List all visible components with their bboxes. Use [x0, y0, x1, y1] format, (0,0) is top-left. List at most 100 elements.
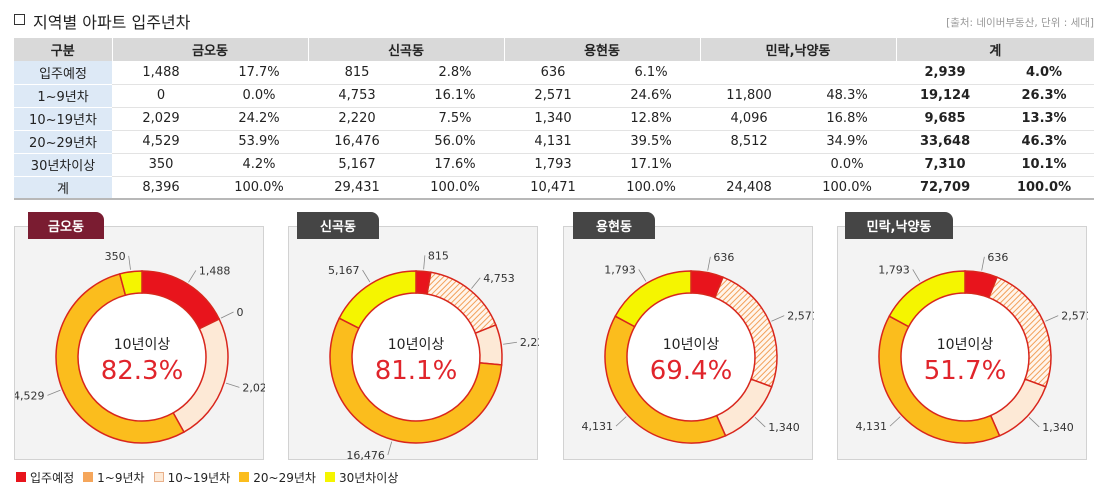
center-label: 10년이상 [114, 337, 171, 353]
table-cell: 100.0% [406, 176, 505, 200]
table-header-row: 구분 금오동 신곡동 용현동 민락,낙양동 계 [14, 38, 1095, 61]
legend-swatch [324, 472, 335, 482]
donut-chart: 10년이상 82.3% 1,488 0 2,029 4,529 350 [15, 250, 265, 444]
donut-hole [353, 294, 479, 420]
data-label: 1,340 [1042, 421, 1074, 434]
leader-line [47, 389, 61, 396]
table-cell: 13.3% [994, 107, 1095, 131]
table-cell: 34.9% [798, 130, 897, 154]
table-cell: 815 [308, 61, 407, 85]
table-cell: 12.8% [602, 107, 701, 131]
leader-line [220, 311, 234, 319]
data-label: 16,476 [346, 449, 385, 461]
donut-segment-4 [614, 270, 692, 328]
leader-line [638, 269, 647, 282]
leader-line [771, 315, 785, 322]
legend-swatch [153, 472, 164, 482]
table-cell: 6.1% [602, 61, 701, 85]
table-cell: 0.0% [798, 153, 897, 177]
leader-line [1028, 417, 1040, 428]
data-label: 2,029 [242, 381, 265, 394]
data-label: 1,793 [604, 263, 636, 276]
legend-swatch [83, 472, 94, 482]
leader-line [128, 255, 131, 270]
table-cell: 46.3% [994, 130, 1095, 154]
table-row: 10~19년차 2,029 24.2% 2,220 7.5% 1,340 12.8% 4,09… [14, 107, 1095, 131]
leader-line [754, 417, 766, 428]
table-cell: 17.1% [602, 153, 701, 177]
data-label: 2,220 [520, 336, 539, 349]
donut-hole [628, 294, 754, 420]
center-value: 82.3% [101, 356, 184, 386]
table-cell: 4,096 [700, 107, 799, 131]
donut-hole [79, 294, 205, 420]
legend-label: 1~9년차 [97, 470, 145, 485]
table-cell [798, 61, 897, 85]
table-cell: 1,793 [504, 153, 603, 177]
table-cell: 8,396 [112, 176, 210, 200]
leader-line [362, 269, 371, 283]
header-cell: 신곡동 [307, 38, 505, 61]
panel-tab: 금오동 [28, 212, 104, 239]
table-cell: 17.6% [406, 153, 505, 177]
chart-panel: 10년이상 69.4% 636 2,571 1,340 4,131 1,793 [563, 226, 814, 460]
table-cell: 10,471 [504, 176, 603, 200]
row-label: 계 [14, 176, 112, 200]
table-cell: 2,220 [308, 107, 407, 131]
table-cell: 100.0% [994, 176, 1095, 200]
leader-line [1045, 315, 1059, 322]
table-cell: 16.8% [798, 107, 897, 131]
table-cell: 2,939 [896, 61, 995, 85]
page-title: 지역별 아파트 입주년차 [33, 13, 191, 32]
legend-label: 10~19년차 [167, 470, 231, 485]
table-cell: 33,648 [896, 130, 995, 154]
header-cell: 계 [895, 38, 1095, 61]
legend-item: 20~29년차 [239, 469, 316, 486]
center-label: 10년이상 [388, 337, 445, 353]
table-cell: 4,131 [504, 130, 603, 154]
donut-chart: 10년이상 81.1% 815 4,753 2,220 16,476 5,167 [328, 249, 539, 461]
chart-panel: 10년이상 51.7% 636 2,571 1,340 4,131 1,793 [837, 226, 1088, 460]
table-cell: 4.0% [994, 61, 1095, 85]
data-table: 구분 금오동 신곡동 용현동 민락,낙양동 계 입주예정 1,488 17.7% 81… [14, 38, 1095, 200]
table-cell: 9,685 [896, 107, 995, 131]
table-cell: 4,753 [308, 84, 407, 108]
table-cell: 100.0% [798, 176, 897, 200]
legend-label: 20~29년차 [253, 470, 316, 485]
panel-tab: 신곡동 [297, 212, 379, 239]
data-label: 350 [105, 250, 126, 263]
table-cell: 48.3% [798, 84, 897, 108]
table-cell: 2,029 [112, 107, 210, 131]
table-cell: 24.6% [602, 84, 701, 108]
table-cell [700, 61, 799, 85]
legend-item: 1~9년차 [83, 469, 145, 486]
table-row: 입주예정 1,488 17.7% 815 2.8% 636 6.1% 2,939 4.0% [14, 61, 1095, 85]
row-label: 입주예정 [14, 61, 112, 85]
panel-tab: 민락,낙양동 [845, 212, 953, 239]
data-label: 4,753 [483, 272, 515, 285]
table-cell: 5,167 [308, 153, 407, 177]
table-cell: 16.1% [406, 84, 505, 108]
header-cell: 민락,낙양동 [699, 38, 897, 61]
row-label: 20~29년차 [14, 130, 112, 154]
table-cell: 24.2% [210, 107, 309, 131]
donut-segment-4 [888, 270, 966, 328]
donut-segment-2 [474, 323, 503, 366]
data-label: 0 [237, 306, 244, 319]
leader-line [889, 416, 901, 427]
table-cell [700, 153, 799, 177]
table-cell: 10.1% [994, 153, 1095, 177]
leader-line [912, 269, 921, 282]
legend-item: 입주예정 [16, 469, 74, 486]
table-row: 계 8,396 100.0% 29,431 100.0% 10,471 100.0% 24,4… [14, 176, 1095, 200]
leader-line [387, 441, 393, 456]
data-label: 2,571 [1061, 310, 1088, 323]
table-cell: 2.8% [406, 61, 505, 85]
center-label: 10년이상 [663, 337, 720, 353]
data-label: 636 [987, 251, 1008, 264]
data-label: 4,131 [581, 420, 613, 433]
donut-segment-4 [338, 270, 417, 330]
title-row: 지역별 아파트 입주년차 [출처: 네이버부동산, 단위 : 세대] [14, 9, 1094, 33]
table-cell: 26.3% [994, 84, 1095, 108]
table-row: 1~9년차 0 0.0% 4,753 16.1% 2,571 24.6% 11,800 48.3… [14, 84, 1095, 108]
